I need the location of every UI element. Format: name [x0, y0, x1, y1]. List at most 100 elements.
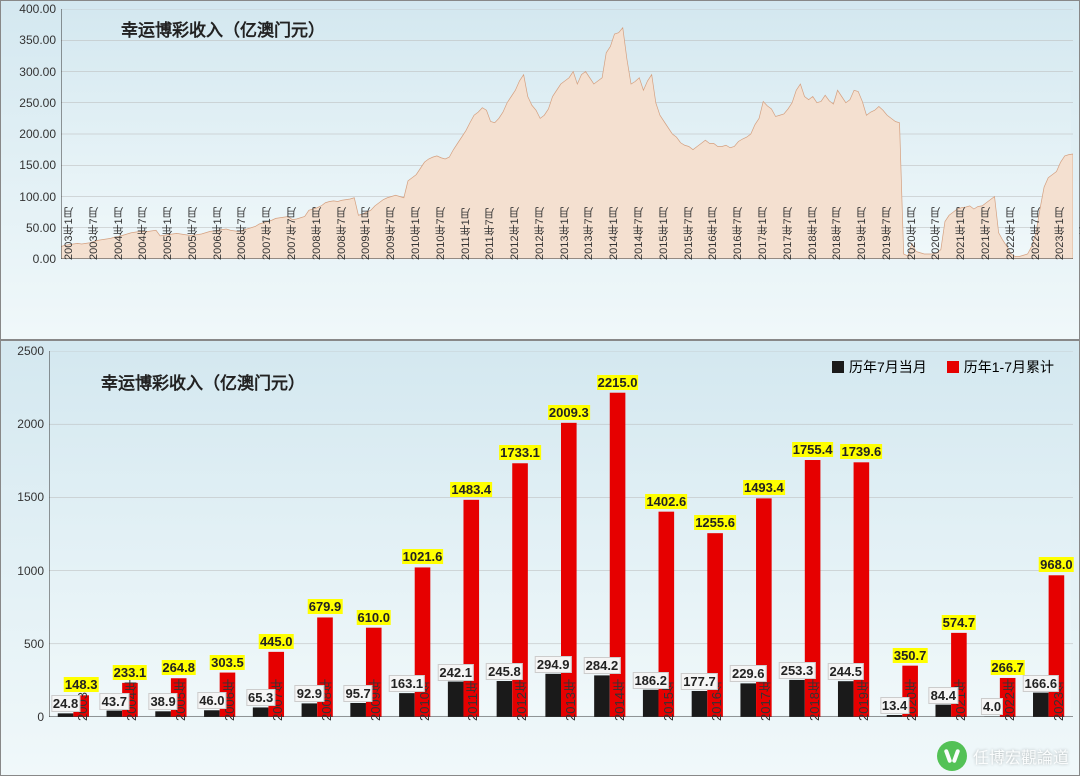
data-label-black: 284.2 — [584, 657, 621, 674]
xtick: 2019年7月 — [879, 207, 895, 260]
ytick: 300.00 — [19, 65, 56, 79]
data-label-black: 229.6 — [730, 665, 767, 682]
data-label-red: 574.7 — [942, 615, 977, 630]
chart2-title: 幸运博彩收入（亿澳门元） — [101, 369, 305, 394]
ytick: 0 — [37, 710, 44, 724]
ytick: 1500 — [17, 490, 44, 504]
area-plot: 0.0050.00100.00150.00200.00250.00300.003… — [61, 9, 1071, 257]
data-label-red: 610.0 — [356, 610, 391, 625]
xtick: 2006年1月 — [210, 207, 226, 260]
xtick: 2019年 — [854, 679, 873, 721]
ytick: 500 — [24, 637, 44, 651]
xtick: 2023年1月 — [1052, 207, 1068, 260]
data-label-red: 2009.3 — [548, 405, 590, 420]
data-label-red: 264.8 — [161, 660, 196, 675]
xtick: 2006年7月 — [234, 207, 250, 260]
data-label-black: 84.4 — [929, 687, 958, 704]
xtick: 2013年7月 — [581, 207, 597, 260]
swatch-black — [832, 361, 844, 373]
xtick: 2013年1月 — [557, 207, 573, 260]
xtick: 2022年7月 — [1028, 207, 1044, 260]
xtick: 2015年1月 — [656, 207, 672, 260]
data-label-red: 968.0 — [1039, 557, 1074, 572]
legend: 历年7月当月 历年1-7月累计 — [832, 357, 1054, 377]
data-label-black: 43.7 — [100, 693, 129, 710]
watermark: 任博宏觀論道 — [937, 741, 1069, 771]
data-label-red: 233.1 — [113, 665, 148, 680]
xtick: 2018年 — [805, 679, 824, 721]
watermark-text: 任博宏觀論道 — [973, 744, 1069, 768]
data-label-red: 1739.6 — [840, 444, 882, 459]
data-label-red: 679.9 — [308, 599, 343, 614]
xtick: 2005年7月 — [185, 207, 201, 260]
xtick: 2021年7月 — [978, 207, 994, 260]
xtick: 2011年 — [463, 680, 482, 721]
xtick: 2016年1月 — [705, 207, 721, 260]
ytick: 2500 — [17, 344, 44, 358]
data-label-red: 1255.6 — [694, 515, 736, 530]
data-label-black: 65.3 — [246, 689, 275, 706]
data-label-black: 38.9 — [148, 693, 177, 710]
data-label-black: 245.8 — [486, 663, 523, 680]
data-label-black: 24.8 — [51, 695, 80, 712]
xtick: 2019年1月 — [854, 207, 870, 260]
ytick: 400.00 — [19, 2, 56, 16]
data-label-red: 445.0 — [259, 634, 294, 649]
data-label-red: 303.5 — [210, 655, 245, 670]
xtick: 2005年1月 — [160, 207, 176, 260]
xtick: 2014年 — [610, 679, 629, 721]
xtick: 2009年1月 — [358, 207, 374, 260]
xtick: 2018年1月 — [805, 207, 821, 260]
xtick: 2007年1月 — [259, 207, 275, 260]
xtick: 2008年1月 — [309, 207, 325, 260]
data-label-red: 1493.4 — [743, 480, 785, 495]
legend-item-red: 历年1-7月累计 — [947, 357, 1054, 377]
legend-label-red: 历年1-7月累计 — [964, 357, 1054, 377]
ytick: 0.00 — [33, 252, 56, 266]
xtick: 2017年1月 — [755, 207, 771, 260]
area-chart: 0.0050.00100.00150.00200.00250.00300.003… — [0, 0, 1080, 340]
data-label-black: 95.7 — [343, 685, 372, 702]
ytick: 350.00 — [19, 33, 56, 47]
data-label-black: 177.7 — [681, 673, 718, 690]
xtick: 2022年1月 — [1003, 207, 1019, 260]
xtick: 2012年7月 — [532, 207, 548, 260]
ytick: 1000 — [17, 564, 44, 578]
data-label-black: 294.9 — [535, 656, 572, 673]
data-label-black: 186.2 — [632, 672, 669, 689]
data-label-black: 92.9 — [295, 685, 324, 702]
wechat-icon — [937, 741, 967, 771]
data-label-red: 1021.6 — [402, 549, 444, 564]
bar-plot: 050010001500200025002003年148.324.82004年2… — [49, 351, 1071, 715]
data-label-black: 46.0 — [197, 692, 226, 709]
xtick: 2017年7月 — [780, 207, 796, 260]
ytick: 2000 — [17, 417, 44, 431]
data-label-black: 244.5 — [827, 663, 864, 680]
data-label-red: 2215.0 — [597, 375, 639, 390]
data-label-black: 4.0 — [981, 698, 1003, 715]
xtick: 2008年7月 — [334, 207, 350, 260]
data-label-black: 163.1 — [389, 675, 426, 692]
xtick: 2009年7月 — [383, 207, 399, 260]
ytick: 50.00 — [26, 221, 56, 235]
xtick: 2004年7月 — [135, 207, 151, 260]
xtick: 2007年7月 — [284, 207, 300, 260]
xtick: 2012年1月 — [507, 207, 523, 260]
xtick: 2010年1月 — [408, 207, 424, 260]
xtick: 2020年1月 — [904, 207, 920, 260]
xtick: 2003年7月 — [86, 207, 102, 260]
xtick: 2012年 — [512, 679, 531, 721]
xtick: 2013年 — [561, 679, 580, 721]
data-label-red: 148.3 — [64, 677, 99, 692]
legend-label-black: 历年7月当月 — [849, 357, 927, 377]
xtick: 2010年7月 — [433, 207, 449, 260]
data-label-black: 166.6 — [1023, 675, 1060, 692]
data-label-black: 253.3 — [779, 662, 816, 679]
xtick: 2003年1月 — [61, 207, 77, 260]
data-label-black: 242.1 — [437, 664, 474, 681]
legend-item-black: 历年7月当月 — [832, 357, 927, 377]
data-label-red: 266.7 — [990, 660, 1025, 675]
xtick: 2014年1月 — [606, 207, 622, 260]
data-label-red: 1755.4 — [792, 442, 834, 457]
data-label-black: 13.4 — [880, 697, 909, 714]
